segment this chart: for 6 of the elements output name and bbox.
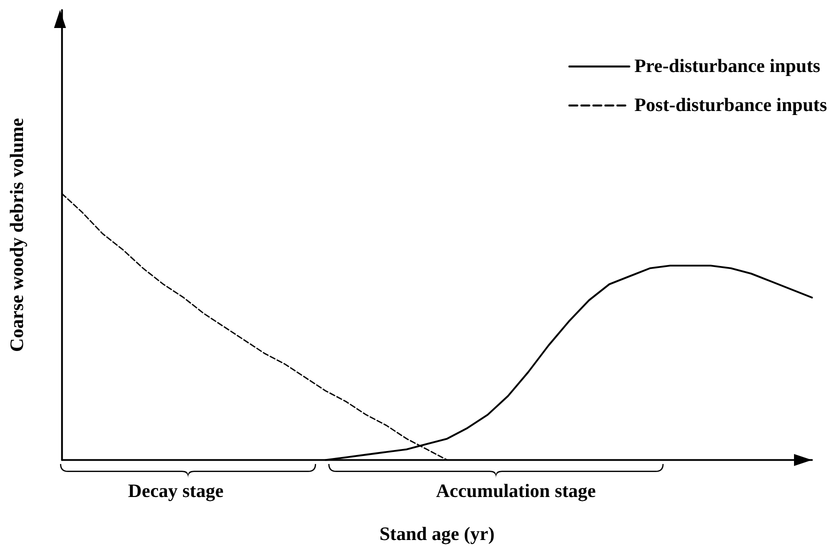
- y-axis-title: Coarse woody debris volume: [7, 118, 28, 352]
- legend-label: Pre-disturbance inputs: [634, 56, 820, 77]
- text: Decay stage: [128, 481, 224, 502]
- text: Accumulation stage: [436, 481, 596, 502]
- x-axis-title: Stand age (yr): [379, 524, 495, 545]
- legend-label: Post-disturbance inputs: [634, 95, 827, 116]
